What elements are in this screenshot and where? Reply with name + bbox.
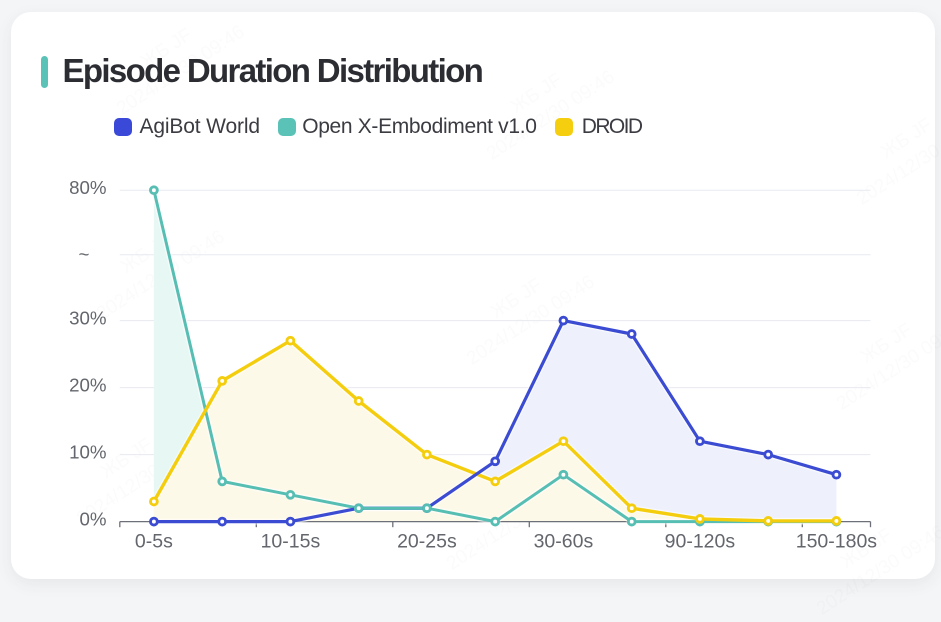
svg-text:0-5s: 0-5s (135, 530, 173, 552)
svg-text:30%: 30% (69, 308, 106, 329)
svg-text:10%: 10% (69, 442, 106, 463)
svg-text:20-25s: 20-25s (397, 530, 457, 552)
svg-text:90-120s: 90-120s (665, 530, 736, 552)
svg-text:20%: 20% (69, 375, 106, 396)
svg-text:80%: 80% (69, 177, 106, 198)
svg-text:~: ~ (79, 244, 90, 265)
svg-text:150-180s: 150-180s (796, 530, 878, 552)
svg-text:30-60s: 30-60s (534, 530, 594, 552)
svg-text:10-15s: 10-15s (261, 530, 321, 552)
svg-text:0%: 0% (79, 509, 106, 530)
